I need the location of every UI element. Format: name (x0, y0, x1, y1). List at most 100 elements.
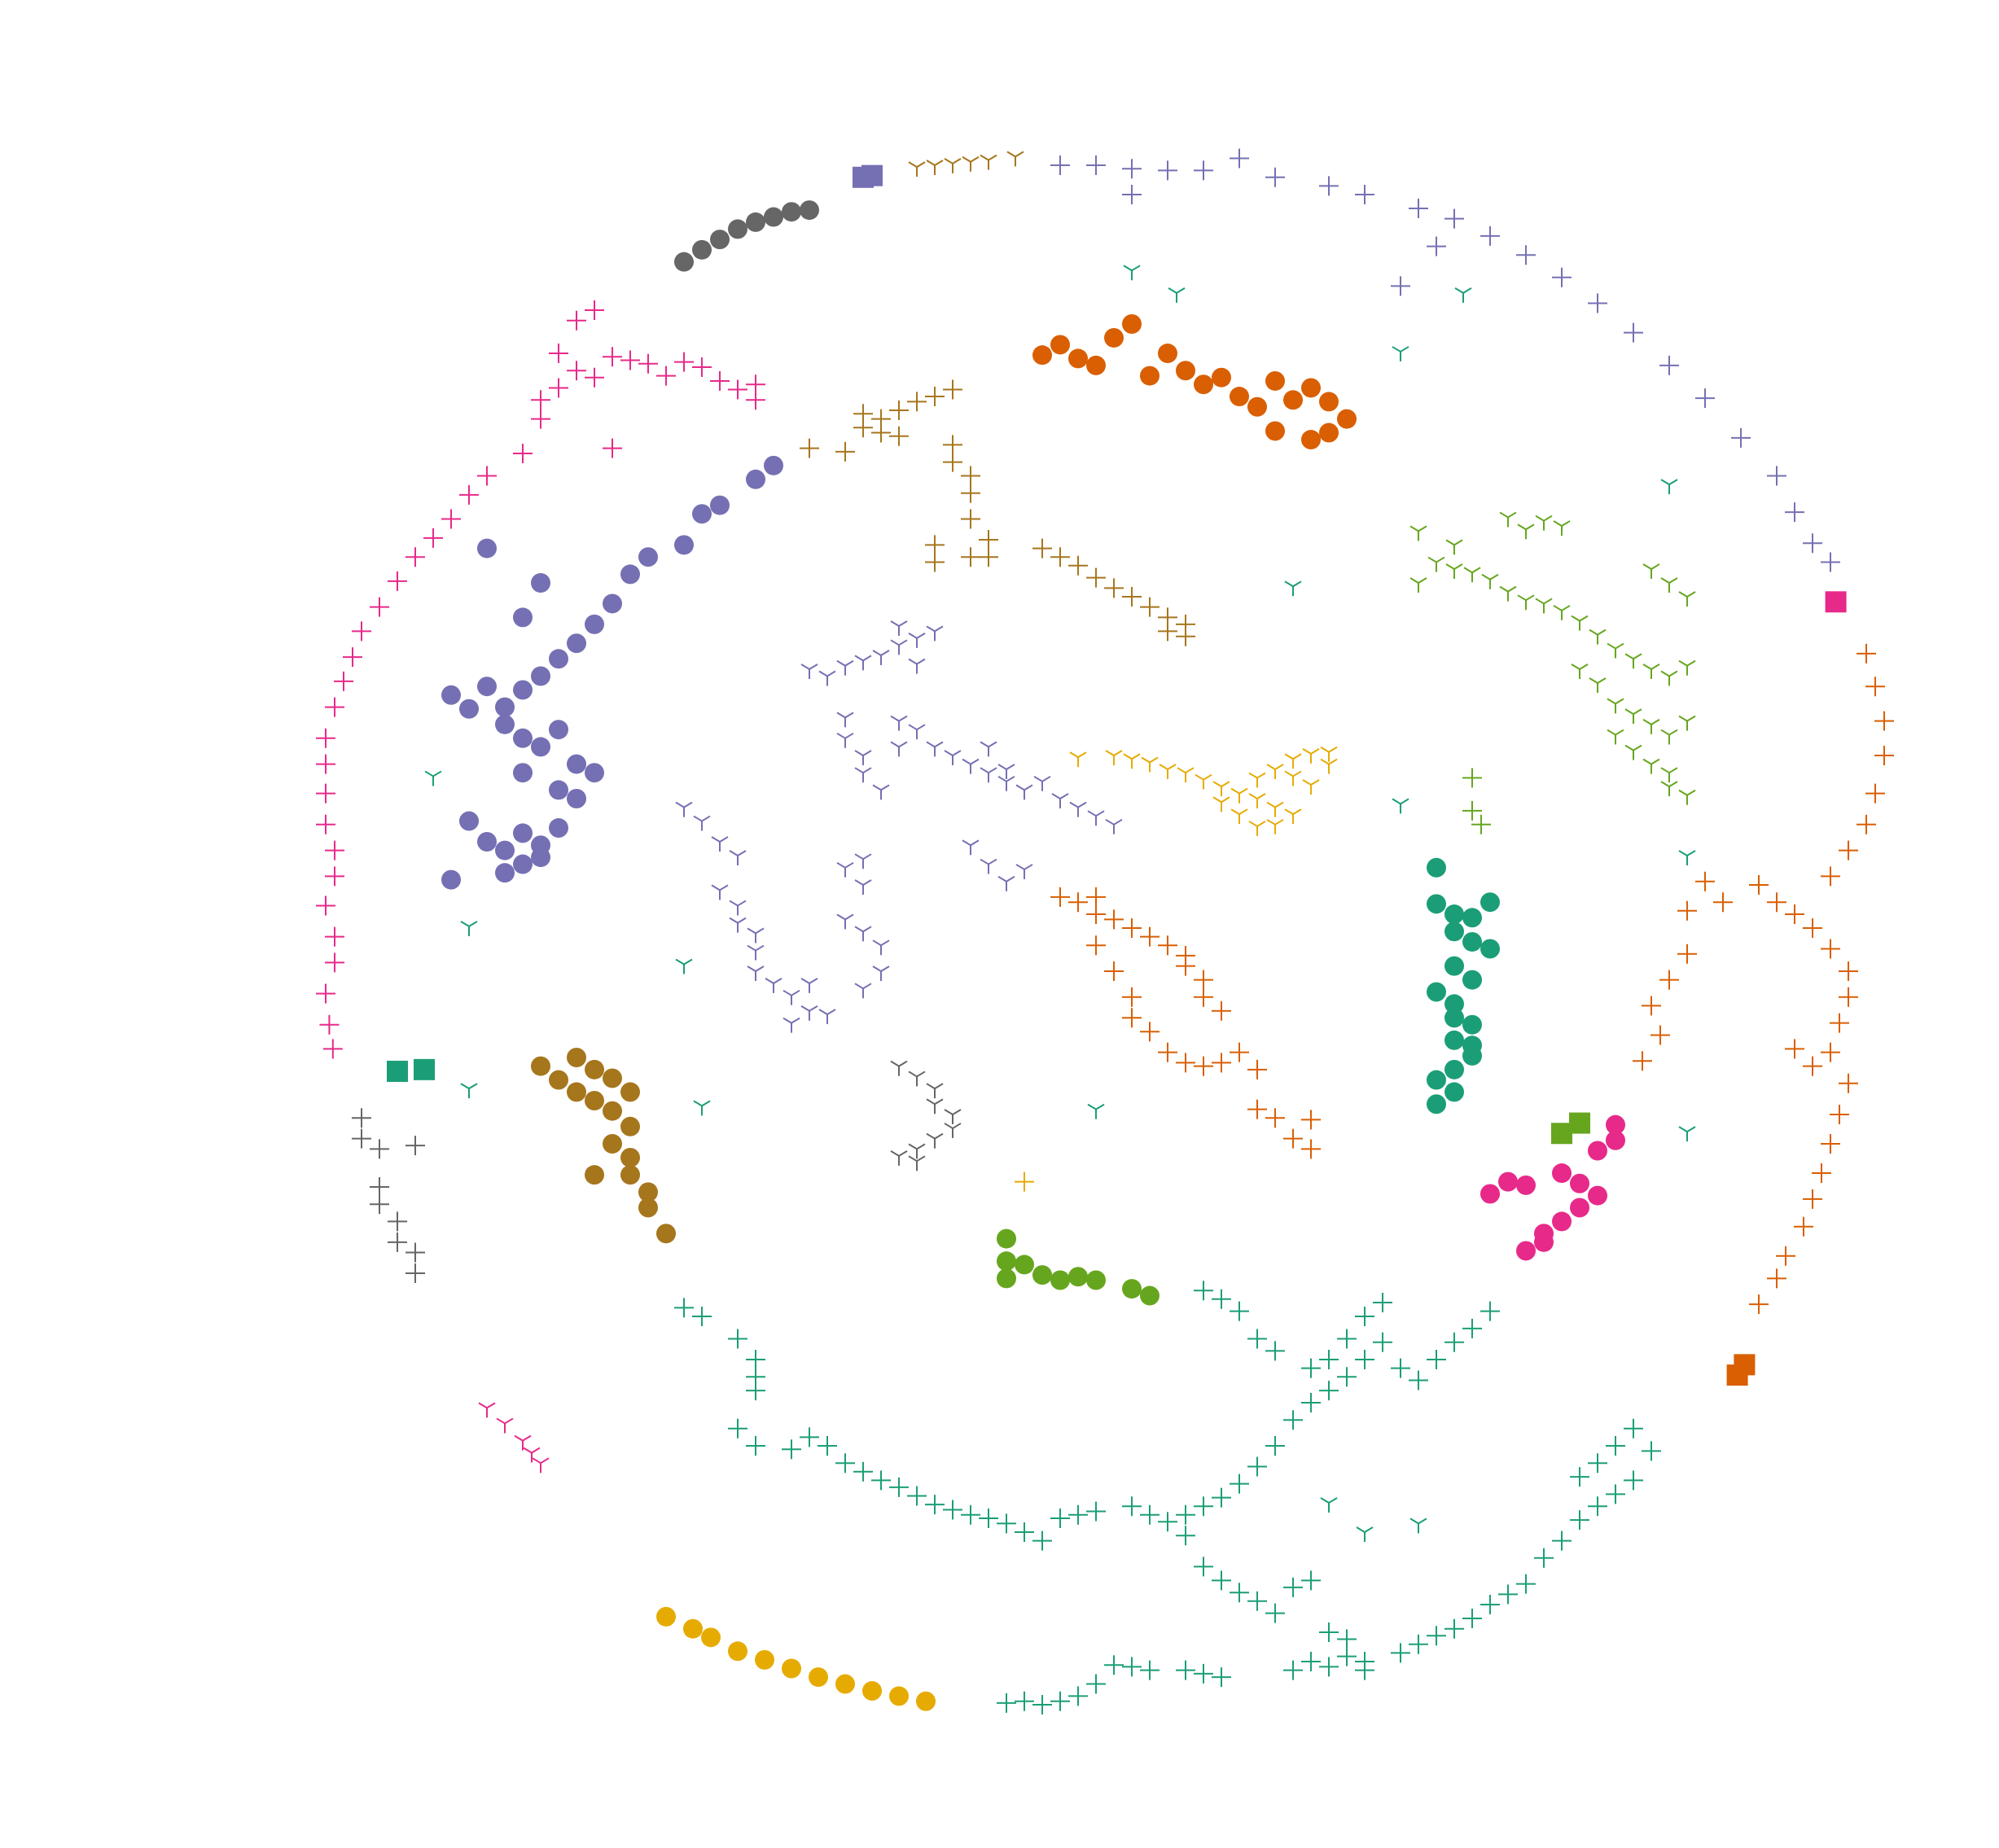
point-teal-plus-24-86 (1624, 1470, 1643, 1490)
point-teal-plus-24-19 (979, 1509, 998, 1528)
point-magenta-plus-5-32 (316, 755, 335, 774)
point-teal-plus-24-65 (1319, 1622, 1339, 1642)
point-brown-plus-7-29 (1158, 621, 1177, 641)
point-purple-plus-3-3 (1158, 160, 1177, 180)
point-purple-tri-10-41 (730, 918, 746, 933)
point-gold-tri-9-14 (1249, 821, 1265, 836)
point-teal-plus-24-83 (1570, 1510, 1589, 1530)
point-orange-plus-11-23 (1247, 1060, 1267, 1079)
point-gold-tri-9-0 (1070, 752, 1086, 767)
point-gray-tri-13-8 (891, 1151, 907, 1166)
point-purple-tri-10-11 (837, 734, 853, 748)
point-orange-plus-21-27 (1677, 944, 1697, 964)
point-orange-plus-21-6 (1839, 841, 1858, 861)
point-green-tri-8-8 (1554, 606, 1570, 620)
point-purple-plus-3-9 (1409, 199, 1428, 218)
point-orange-plus-21-1 (1865, 677, 1885, 696)
point-green-circle-15-7 (1086, 1270, 1106, 1290)
point-teal-plus-24-63 (1283, 1578, 1303, 1597)
point-brown-plus-7-9 (800, 439, 819, 458)
point-purple-circle-6-8 (585, 615, 604, 634)
point-orange-plus-21-5 (1857, 815, 1876, 834)
point-brown-plus-7-12 (943, 453, 962, 472)
point-magenta-plus-5-13 (746, 390, 765, 409)
point-teal-plus-24-92 (1104, 1655, 1124, 1675)
point-magenta-plus-5-26 (370, 598, 389, 617)
point-magenta-plus-5-25 (388, 571, 407, 591)
point-teal-plus-24-76 (1444, 1619, 1464, 1639)
point-brown-plus-7-20 (1032, 539, 1052, 558)
point-orange-circle-4-4 (1104, 328, 1124, 348)
point-orange-plus-21-14 (1839, 987, 1858, 1007)
point-orange-plus-21-25 (1749, 1294, 1769, 1314)
point-purple-circle-6-6 (620, 564, 640, 584)
point-gold-tri-9-7 (1213, 782, 1230, 796)
point-green-tri-8-28 (1625, 709, 1642, 724)
point-purple-tri-10-56 (855, 983, 871, 998)
point-gold-circle-25-3 (728, 1641, 747, 1661)
point-teal-plus-24-78 (1480, 1595, 1500, 1614)
point-purple-plus-3-12 (1516, 245, 1536, 265)
point-gray-circle-0-4 (746, 212, 765, 232)
point-magenta-plus-5-1 (585, 300, 604, 320)
point-gold-tri-9-18 (1285, 754, 1301, 769)
point-green-tri-8-18 (1679, 592, 1695, 607)
point-purple-tri-10-46 (783, 991, 800, 1005)
point-magenta-plus-5-11 (728, 380, 747, 400)
point-purple-tri-10-35 (676, 803, 692, 817)
point-orange-plus-21-2 (1874, 712, 1894, 731)
point-purple-circle-6-14 (477, 539, 497, 558)
point-green-tri-8-20 (1518, 524, 1534, 539)
point-gray-tri-13-6 (927, 1134, 943, 1149)
point-teal-plus-24-93 (1122, 1657, 1142, 1676)
point-purple-plus-3-1 (1086, 155, 1106, 175)
point-teal-circle-12-19 (1427, 1094, 1446, 1114)
point-purple-tri-10-48 (819, 1009, 835, 1024)
point-teal-plus-24-102 (1068, 1686, 1088, 1706)
point-gold-tri-9-13 (1231, 809, 1247, 824)
point-magenta-plus-5-29 (334, 672, 353, 691)
point-teal-plus-24-11 (835, 1453, 855, 1473)
point-teal-plus-24-100 (1032, 1695, 1052, 1714)
point-green-tri-8-0 (1410, 526, 1427, 541)
point-gold-circle-25-2 (701, 1627, 721, 1647)
point-green-tri-8-10 (1589, 630, 1606, 645)
point-green-plus-27-0 (1462, 769, 1482, 788)
point-teal-plus-24-101 (1050, 1692, 1070, 1711)
point-teal-circle-12-0 (1427, 858, 1446, 878)
point-teal-tri-28-17 (1410, 1518, 1427, 1533)
point-purple-circle-6-9 (567, 633, 586, 653)
point-orange-circle-4-20 (1265, 421, 1285, 440)
point-orange-plus-11-13 (1086, 935, 1106, 955)
point-teal-tri-28-8 (1679, 1127, 1695, 1141)
point-gray-circle-0-1 (692, 240, 712, 260)
point-teal-plus-24-26 (1122, 1496, 1142, 1516)
point-orange-plus-11-15 (1122, 987, 1142, 1007)
point-orange-plus-21-28 (1659, 970, 1679, 990)
point-purple-tri-10-13 (855, 768, 871, 782)
point-purple-plus-3-20 (1785, 502, 1804, 522)
point-teal-plus-24-73 (1391, 1643, 1410, 1662)
point-purple-tri-10-5 (891, 640, 907, 655)
point-purple-tri-10-33 (1016, 865, 1032, 879)
point-purple-circle-6-0 (764, 456, 783, 475)
point-purple-circle-6-16 (513, 607, 533, 627)
point-green-tri-8-33 (1625, 746, 1642, 760)
point-orange-plus-21-10 (1785, 904, 1804, 924)
point-green-tri-8-3 (1464, 567, 1480, 582)
point-brown-circle-14-7 (620, 1082, 640, 1101)
point-purple-square-1-1 (861, 165, 883, 186)
point-orange-plus-11-0 (1050, 887, 1070, 907)
point-teal-circle-12-12 (1444, 1008, 1464, 1027)
point-brown-circle-14-1 (549, 1071, 568, 1090)
point-teal-plus-24-54 (1337, 1329, 1357, 1349)
point-purple-tri-10-27 (1088, 811, 1104, 825)
point-teal-circle-12-13 (1462, 1015, 1482, 1035)
point-teal-plus-24-98 (997, 1693, 1016, 1713)
point-orange-plus-21-4 (1865, 784, 1885, 804)
point-gold-circle-25-0 (656, 1607, 676, 1627)
point-teal-plus-24-29 (1176, 1505, 1195, 1525)
point-magenta-circle-16-6 (1570, 1198, 1589, 1217)
point-purple-tri-10-38 (730, 851, 746, 865)
point-magenta-tri-20-3 (533, 1458, 549, 1473)
